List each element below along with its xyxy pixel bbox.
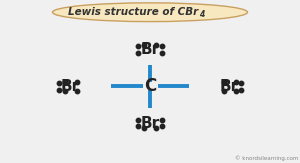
Ellipse shape [52,3,247,22]
Text: Br: Br [220,79,239,94]
Text: Br: Br [140,42,160,57]
Text: C: C [144,77,156,95]
Text: Br: Br [140,116,160,131]
Text: © knordsilearning.com: © knordsilearning.com [235,155,298,161]
Text: 4: 4 [199,10,204,20]
Text: Br: Br [61,79,80,94]
Text: Lewis structure of CBr: Lewis structure of CBr [68,7,199,17]
